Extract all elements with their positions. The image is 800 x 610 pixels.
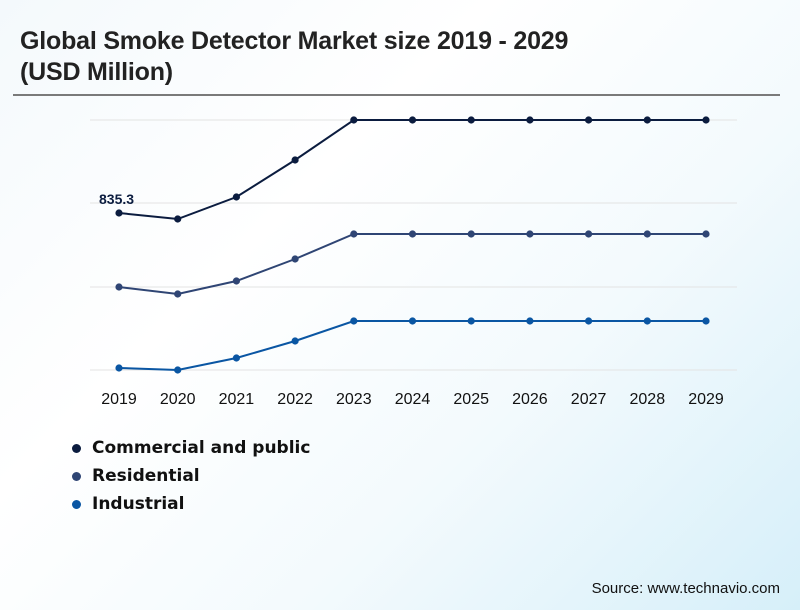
x-tick-label: 2025	[453, 391, 489, 408]
point-commercial-and-public-2027	[585, 116, 593, 124]
point-residential-2027	[585, 230, 593, 238]
data-labels: 835.3	[99, 191, 134, 207]
point-industrial-2023	[350, 317, 358, 325]
series-points	[115, 116, 710, 374]
legend-dot-icon	[72, 443, 81, 453]
point-industrial-2026	[526, 317, 534, 325]
legend-label: Industrial	[92, 494, 185, 514]
x-tick-label: 2027	[571, 391, 607, 408]
point-industrial-2020	[174, 366, 182, 374]
title-divider	[13, 94, 780, 96]
point-residential-2029	[702, 230, 710, 238]
point-commercial-and-public-2024	[408, 116, 417, 124]
legend-item: Industrial	[72, 490, 310, 518]
legend-label: Commercial and public	[92, 438, 311, 458]
point-residential-2026	[526, 230, 534, 238]
x-tick-label: 2019	[101, 391, 137, 408]
source-credit: Source: www.technavio.com	[591, 580, 780, 597]
x-tick-label: 2024	[395, 391, 431, 408]
x-tick-label: 2029	[688, 391, 724, 408]
point-commercial-and-public-2019	[115, 209, 123, 217]
x-tick-label: 2023	[336, 391, 372, 408]
point-industrial-2029	[702, 317, 710, 325]
legend-label: Residential	[92, 466, 200, 486]
point-residential-2023	[350, 230, 358, 238]
data-label: 835.3	[99, 191, 134, 207]
point-commercial-and-public-2023	[350, 116, 358, 124]
point-industrial-2024	[408, 317, 417, 325]
point-commercial-and-public-2028	[643, 116, 651, 124]
point-residential-2024	[408, 230, 417, 238]
x-tick-label: 2022	[277, 391, 313, 408]
point-residential-2019	[115, 283, 123, 291]
legend-dot-icon	[72, 499, 81, 509]
point-commercial-and-public-2026	[526, 116, 534, 124]
point-industrial-2019	[115, 364, 123, 372]
point-commercial-and-public-2020	[174, 215, 182, 223]
point-residential-2025	[467, 230, 475, 238]
chart-title-line2: (USD Million)	[20, 58, 173, 86]
legend-item: Residential	[72, 462, 310, 490]
point-commercial-and-public-2029	[702, 116, 710, 124]
x-axis-ticks: 2019 2020 2021 2022 2023 2024 2025 2026 2027 2028…	[101, 391, 724, 408]
gridlines	[90, 119, 737, 371]
point-residential-2021	[232, 277, 240, 285]
series-line-residential	[118, 233, 706, 296]
chart-title: Global Smoke Detector Market size 2019 -…	[20, 26, 568, 88]
x-tick-label: 2020	[160, 391, 196, 408]
point-industrial-2022	[291, 337, 299, 345]
series-line-commercial-and-public	[118, 119, 706, 221]
point-residential-2022	[291, 255, 299, 263]
chart-title-line1: Global Smoke Detector Market size 2019 -…	[20, 27, 569, 55]
legend-dot-icon	[72, 471, 81, 481]
legend-item: Commercial and public	[72, 434, 310, 462]
x-tick-label: 2021	[219, 391, 255, 408]
series-line-industrial	[118, 320, 706, 372]
point-commercial-and-public-2021	[232, 193, 240, 201]
legend: Commercial and public Residential Industri…	[72, 434, 310, 518]
x-tick-label: 2028	[630, 391, 666, 408]
x-tick-label: 2026	[512, 391, 548, 408]
point-residential-2028	[643, 230, 651, 238]
point-commercial-and-public-2022	[291, 156, 299, 164]
point-industrial-2028	[643, 317, 651, 325]
point-industrial-2021	[232, 354, 240, 362]
point-residential-2020	[174, 290, 182, 298]
series-lines	[118, 119, 706, 372]
point-industrial-2027	[585, 317, 593, 325]
point-commercial-and-public-2025	[467, 116, 475, 124]
point-industrial-2025	[467, 317, 475, 325]
